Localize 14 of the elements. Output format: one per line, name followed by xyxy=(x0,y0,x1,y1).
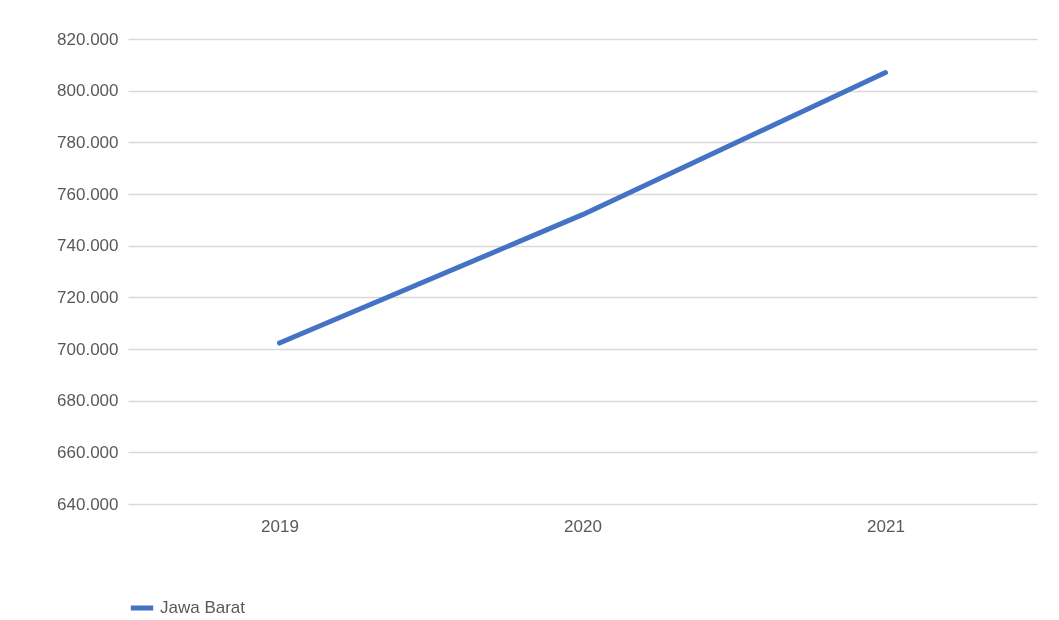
x-tick-label: 2019 xyxy=(261,516,299,536)
y-tick-label: 720.000 xyxy=(57,287,119,307)
y-tick-label: 640.000 xyxy=(57,494,119,514)
x-tick-label: 2020 xyxy=(564,516,602,536)
y-tick-label: 800.000 xyxy=(57,81,119,101)
legend-label: Jawa Barat xyxy=(160,598,246,617)
y-tick-label: 740.000 xyxy=(57,236,119,256)
y-tick-label: 760.000 xyxy=(57,184,119,204)
y-tick-label: 680.000 xyxy=(57,391,119,411)
y-tick-label: 780.000 xyxy=(57,132,119,152)
x-tick-label: 2021 xyxy=(867,516,905,536)
y-tick-label: 660.000 xyxy=(57,442,119,462)
y-tick-label: 820.000 xyxy=(57,29,119,49)
y-tick-label: 700.000 xyxy=(57,339,119,359)
